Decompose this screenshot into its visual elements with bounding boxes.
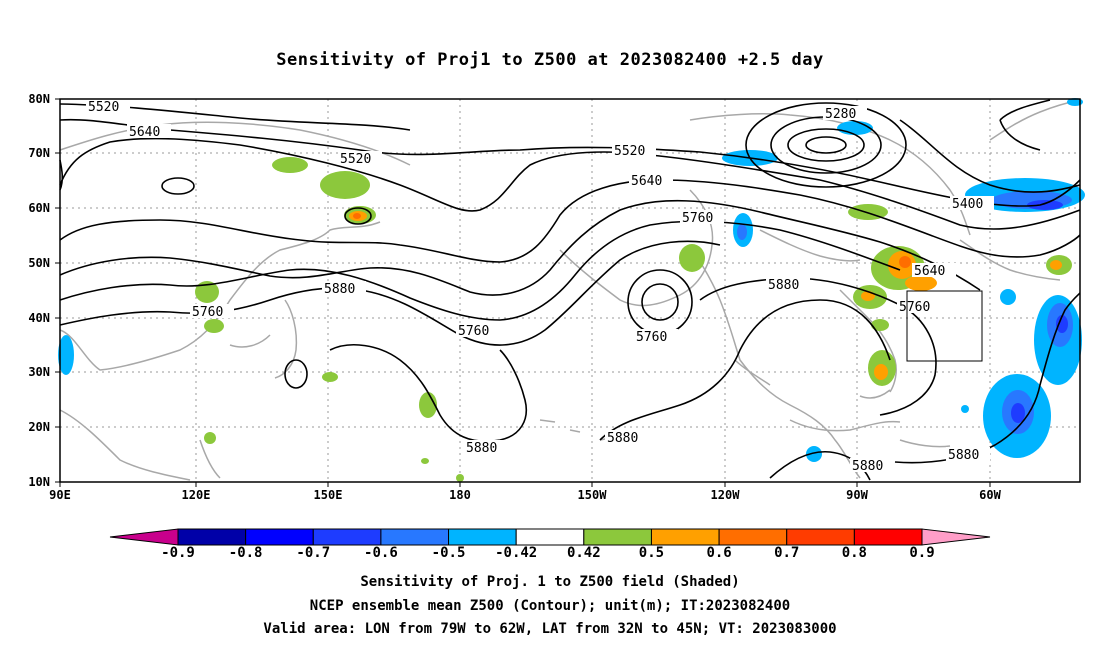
red-sensitivity-regions (353, 213, 911, 268)
contour-label: 5880 (768, 278, 799, 293)
colorbar-label: -0.42 (495, 545, 537, 561)
contour-label: 5880 (948, 448, 979, 463)
lon-label: 60W (979, 488, 1001, 502)
colorbar-cell (650, 528, 720, 546)
lon-label: 120E (182, 488, 211, 502)
colorbar-labels: -0.9 -0.8 -0.7 -0.6 -0.5 -0.42 0.42 0.5 0.6 0.7 0.… (161, 545, 935, 561)
lon-label: 120W (711, 488, 741, 502)
map-frame (59, 98, 1081, 483)
caption-line-2: NCEP ensemble mean Z500 (Contour); unit(… (309, 598, 791, 614)
lat-label: 60N (28, 201, 50, 215)
colorbar-cell (786, 528, 855, 546)
colorbar-label: 0.7 (774, 545, 799, 561)
colorbar-label: -0.9 (161, 545, 195, 561)
sensitivity-shading (58, 98, 1085, 482)
colorbar-label: 0.42 (567, 545, 601, 561)
colorbar-cell (718, 528, 788, 546)
contour-label: 5760 (192, 305, 223, 320)
contour-label: 5400 (952, 197, 983, 212)
contour-label: 5760 (682, 211, 713, 226)
colorbar-cell (312, 528, 382, 546)
lon-label: 150W (578, 488, 608, 502)
colorbar-cell (448, 528, 517, 546)
lat-label: 30N (28, 365, 50, 379)
latitude-labels: 80N 70N 60N 50N 40N 30N 20N 10N (28, 92, 50, 489)
lon-label: 90W (846, 488, 868, 502)
contour-label: 5760 (636, 330, 667, 345)
contour-label: 5880 (852, 459, 883, 474)
contour-label: 5520 (614, 144, 645, 159)
contour-label: 5640 (129, 125, 160, 140)
contour-label: 5520 (88, 100, 119, 115)
caption-line-1: Sensitivity of Proj. 1 to Z500 field (Sh… (360, 574, 740, 590)
longitude-labels: 90E 120E 150E 180 150W 120W 90W 60W (49, 488, 1001, 502)
gridlines (60, 99, 1080, 482)
contour-label: 5280 (825, 107, 856, 122)
colorbar-cell (380, 528, 450, 546)
lat-label: 10N (28, 475, 50, 489)
colorbar-label: 0.6 (706, 545, 731, 561)
colorbar: -0.9 -0.8 -0.7 -0.6 -0.5 -0.42 0.42 0.5 0.6 0.7 0.… (109, 528, 991, 561)
colorbar-label: -0.7 (296, 545, 330, 561)
valid-area-box (906, 290, 983, 362)
lon-label: 150E (314, 488, 343, 502)
map-title: Sensitivity of Proj1 to Z500 at 20230824… (276, 50, 824, 70)
colorbar-low-end (109, 528, 179, 546)
colorbar-cells (177, 528, 923, 546)
lon-label: 180 (449, 488, 471, 502)
contour-label: 5760 (458, 324, 489, 339)
contour-label: 5520 (340, 152, 371, 167)
contour-label: 5880 (324, 282, 355, 297)
contour-label: 5760 (899, 300, 930, 315)
colorbar-cell (515, 528, 585, 546)
lat-label: 70N (28, 146, 50, 160)
lat-label: 20N (28, 420, 50, 434)
colorbar-label: -0.8 (229, 545, 263, 561)
colorbar-high-end (921, 528, 991, 546)
colorbar-cell (583, 528, 652, 546)
contour-label: 5640 (631, 174, 662, 189)
contour-label: 5880 (466, 441, 497, 456)
colorbar-cell (177, 528, 247, 546)
contour-labels: 5520 5640 5520 5520 5640 5760 5760 5880 … (86, 99, 994, 474)
lat-label: 50N (28, 256, 50, 270)
colorbar-label: 0.8 (842, 545, 867, 561)
colorbar-label: 0.9 (909, 545, 934, 561)
colorbar-label: 0.5 (639, 545, 664, 561)
caption-line-3: Valid area: LON from 79W to 62W, LAT fro… (263, 621, 837, 637)
axis-ticks (55, 98, 991, 487)
lat-label: 40N (28, 311, 50, 325)
strongest-negative-sensitivity-regions (1011, 200, 1068, 423)
colorbar-cell (853, 528, 923, 546)
contour-label: 5880 (607, 431, 638, 446)
colorbar-label: -0.5 (432, 545, 466, 561)
contour-label: 5640 (914, 264, 945, 279)
colorbar-label: -0.6 (364, 545, 398, 561)
colorbar-cell (245, 528, 314, 546)
lon-label: 90E (49, 488, 71, 502)
lat-label: 80N (28, 92, 50, 106)
